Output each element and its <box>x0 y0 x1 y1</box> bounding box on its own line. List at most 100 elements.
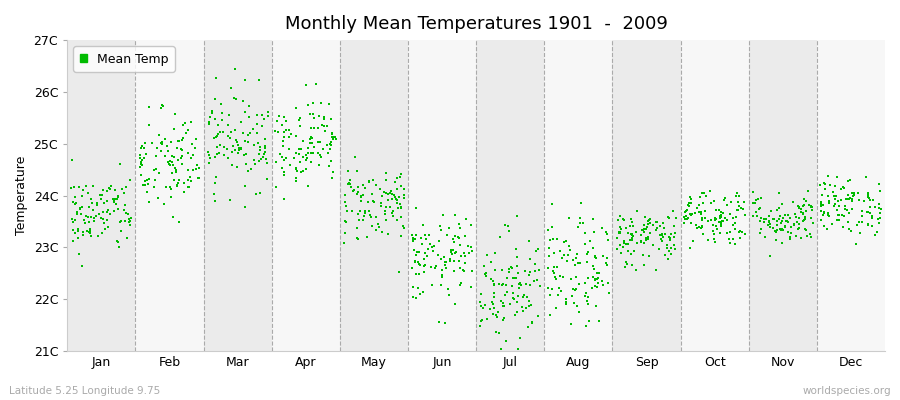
Point <box>390 200 404 206</box>
Point <box>595 278 609 284</box>
Point <box>389 196 403 202</box>
Point <box>862 204 877 210</box>
Point <box>338 217 353 224</box>
Point <box>242 114 256 121</box>
Point <box>121 210 135 217</box>
Point <box>504 263 518 270</box>
Point <box>243 130 257 136</box>
Point <box>714 223 728 229</box>
Point <box>873 215 887 221</box>
Point <box>385 207 400 214</box>
Point <box>165 159 179 166</box>
Point <box>457 233 472 240</box>
Point <box>783 224 797 230</box>
Point <box>716 209 730 216</box>
Point <box>107 198 122 205</box>
Point <box>170 183 184 190</box>
Point <box>305 100 320 106</box>
Point <box>770 218 784 224</box>
Point <box>358 184 373 191</box>
Point <box>649 227 663 233</box>
Point <box>439 259 454 265</box>
Point <box>248 160 262 167</box>
Point <box>231 147 246 153</box>
Point <box>310 125 325 132</box>
Point <box>652 232 667 238</box>
Point <box>238 76 252 83</box>
Point <box>236 130 250 137</box>
Point <box>95 230 110 236</box>
Point <box>783 230 797 236</box>
Point <box>252 76 266 83</box>
Point <box>497 302 511 309</box>
Point <box>831 198 845 204</box>
Point <box>700 237 715 244</box>
Point <box>82 204 96 210</box>
Point <box>294 146 309 152</box>
Point <box>122 216 136 222</box>
Point <box>292 146 307 152</box>
Point <box>757 218 771 225</box>
Point <box>133 159 148 165</box>
Point <box>111 239 125 245</box>
Point <box>192 165 206 172</box>
Point <box>788 222 802 228</box>
Point <box>664 251 679 258</box>
Point <box>796 218 810 224</box>
Point <box>303 136 318 142</box>
Point <box>813 182 827 188</box>
Point <box>292 117 307 123</box>
Point <box>299 166 313 172</box>
Point <box>769 229 783 236</box>
Point <box>562 242 576 249</box>
Point <box>67 198 81 205</box>
Point <box>531 267 545 273</box>
Point <box>447 212 462 218</box>
Point <box>624 231 638 237</box>
Point <box>75 192 89 199</box>
Point <box>666 208 680 214</box>
Point <box>408 258 422 264</box>
Point <box>307 124 321 131</box>
Point <box>238 109 253 116</box>
Point <box>524 302 538 308</box>
Point <box>419 253 434 259</box>
Point <box>148 166 163 172</box>
Point <box>509 254 524 260</box>
Point <box>599 262 614 268</box>
Point <box>620 260 634 267</box>
Point <box>580 259 594 265</box>
Point <box>588 277 602 283</box>
Point <box>491 281 506 287</box>
Point <box>365 176 380 183</box>
Point <box>410 271 424 277</box>
Point <box>636 229 651 235</box>
Point <box>498 292 512 298</box>
Point <box>347 186 362 193</box>
Point <box>814 202 828 209</box>
Point <box>798 226 813 232</box>
Point <box>482 306 497 312</box>
Point <box>171 177 185 184</box>
Point <box>678 216 692 223</box>
Point <box>343 177 357 184</box>
Point <box>629 267 643 273</box>
Point <box>118 218 132 224</box>
Point <box>248 191 263 197</box>
Point <box>834 186 849 192</box>
Point <box>653 232 668 238</box>
Point <box>842 196 856 202</box>
Point <box>261 109 275 116</box>
Point <box>181 127 195 133</box>
Point <box>446 268 461 274</box>
Point <box>509 213 524 219</box>
Point <box>486 311 500 317</box>
Point <box>652 245 666 252</box>
Point <box>135 162 149 168</box>
Point <box>351 236 365 242</box>
Point <box>165 170 179 176</box>
Point <box>393 171 408 177</box>
Point <box>582 318 597 324</box>
Point <box>758 216 772 222</box>
Point <box>491 308 506 315</box>
